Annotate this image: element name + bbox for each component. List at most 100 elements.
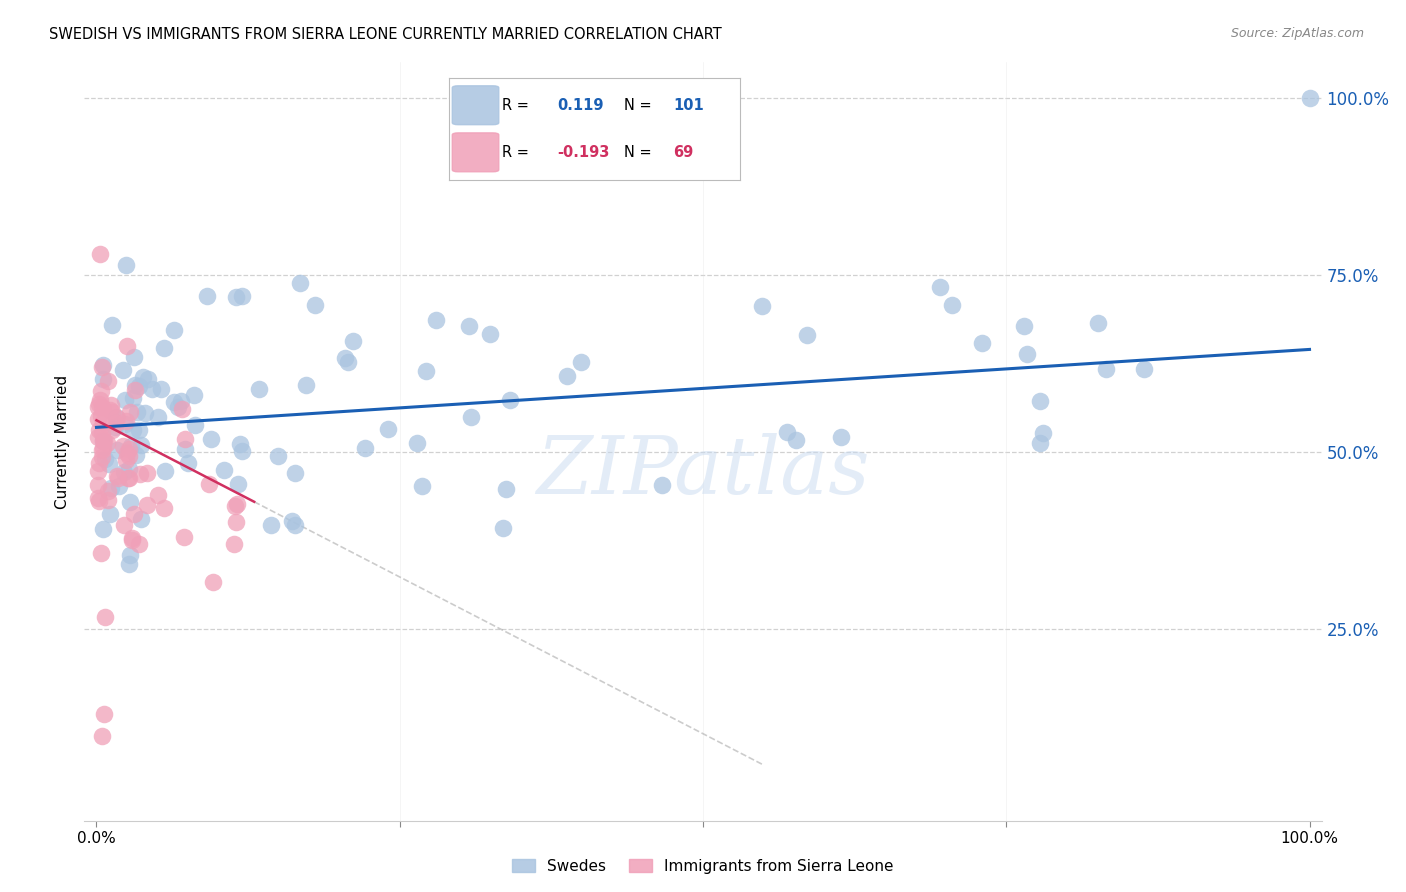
Point (91, 425, 114, 440)
Point (121, 531, 143, 545)
Point (478, 326, 501, 341)
Point (222, 537, 245, 551)
Point (295, 377, 318, 392)
Point (247, 382, 270, 396)
Point (87, 423, 110, 437)
Point (101, 318, 124, 333)
Point (111, 363, 134, 377)
Point (114, 417, 136, 431)
Point (100, 398, 122, 412)
Point (354, 441, 377, 455)
Point (118, 405, 141, 419)
Point (105, 469, 128, 483)
Point (128, 537, 150, 551)
Point (198, 477, 221, 491)
Point (118, 471, 141, 485)
Point (111, 439, 134, 453)
Point (281, 514, 304, 528)
Point (284, 517, 307, 532)
Point (97, 457, 120, 471)
Point (333, 351, 356, 365)
Point (112, 465, 135, 479)
Point (90, 729, 112, 743)
Point (86, 464, 108, 478)
Point (122, 392, 145, 406)
Point (124, 384, 146, 398)
Point (97, 493, 120, 508)
Point (91, 372, 114, 386)
Point (458, 319, 481, 334)
Point (167, 401, 190, 415)
Point (492, 521, 515, 535)
Text: ZIPatlas: ZIPatlas (536, 434, 870, 510)
Point (146, 488, 169, 502)
Point (174, 442, 197, 457)
Point (105, 443, 128, 458)
Point (86, 400, 108, 414)
Point (415, 364, 437, 378)
Point (212, 462, 235, 476)
Point (150, 382, 173, 396)
Point (131, 438, 153, 452)
Point (226, 497, 249, 511)
Point (173, 530, 195, 544)
Point (796, 327, 818, 342)
Point (129, 467, 152, 481)
Point (89, 246, 111, 260)
Point (91, 433, 114, 447)
Point (93, 434, 115, 448)
Point (128, 423, 150, 437)
Point (284, 466, 307, 480)
Point (118, 494, 141, 508)
Text: SWEDISH VS IMMIGRANTS FROM SIERRA LEONE CURRENTLY MARRIED CORRELATION CHART: SWEDISH VS IMMIGRANTS FROM SIERRA LEONE … (49, 27, 721, 42)
Point (1032, 426, 1054, 441)
Point (125, 448, 148, 462)
Point (108, 479, 131, 493)
Point (195, 289, 218, 303)
Point (100, 481, 122, 495)
Point (146, 410, 169, 425)
Point (132, 370, 155, 384)
Point (104, 420, 127, 434)
Point (100, 405, 122, 419)
Point (225, 290, 247, 304)
Point (153, 501, 176, 516)
Point (972, 336, 994, 351)
Point (569, 355, 592, 369)
Point (131, 512, 153, 526)
Point (118, 462, 141, 476)
Point (86, 491, 108, 505)
Point (118, 557, 141, 571)
Point (775, 425, 797, 440)
Point (115, 414, 138, 428)
Point (96, 436, 118, 450)
Point (97, 374, 120, 388)
Point (124, 377, 146, 392)
Point (751, 299, 773, 313)
Point (118, 449, 141, 463)
Point (127, 405, 149, 419)
Point (174, 433, 197, 447)
Point (406, 436, 429, 450)
Point (1015, 347, 1038, 361)
Point (122, 424, 145, 438)
Point (122, 507, 145, 521)
Point (94, 452, 117, 467)
Point (87, 397, 110, 411)
Point (128, 378, 150, 392)
Point (183, 387, 205, 401)
Legend: Swedes, Immigrants from Sierra Leone: Swedes, Immigrants from Sierra Leone (505, 851, 901, 881)
Point (105, 409, 128, 424)
Point (121, 533, 143, 547)
Point (411, 479, 433, 493)
Point (830, 430, 852, 444)
Point (97, 484, 120, 499)
Point (135, 467, 157, 481)
Point (1298, 91, 1320, 105)
Point (304, 298, 326, 312)
Point (115, 339, 138, 353)
Point (498, 392, 520, 407)
Point (228, 477, 250, 491)
Point (202, 574, 225, 589)
Point (87, 456, 110, 470)
